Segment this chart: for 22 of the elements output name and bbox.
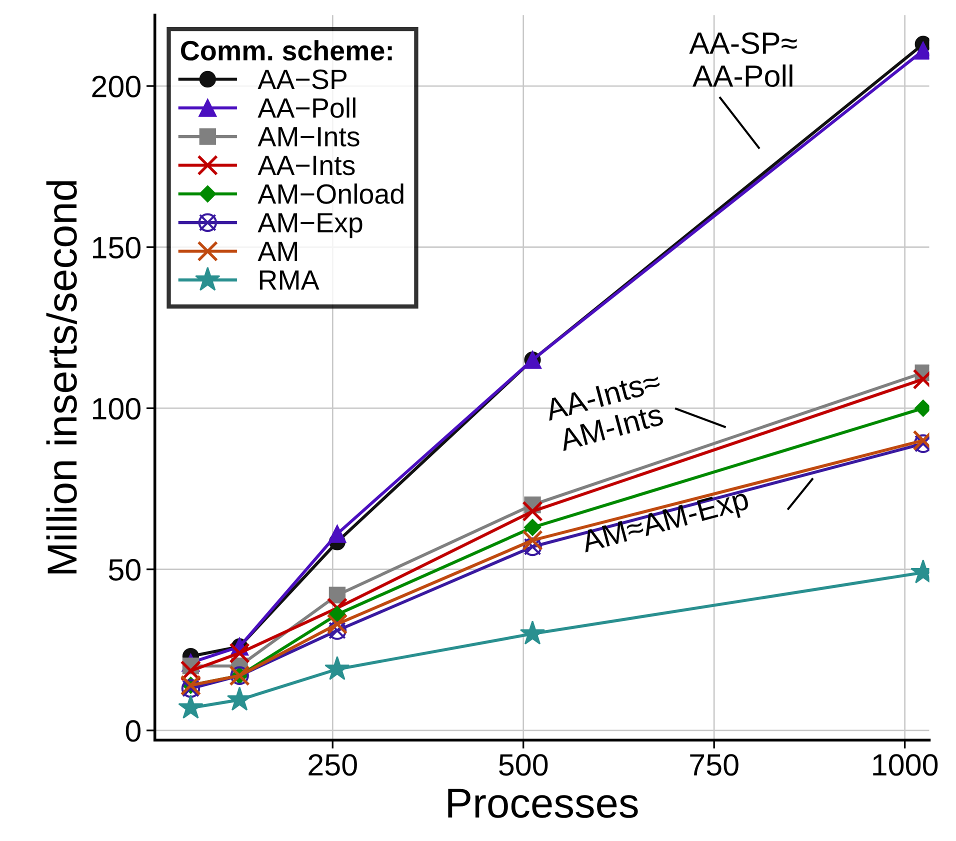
- legend-title: Comm. scheme:: [181, 40, 392, 61]
- legend-label: AM: [258, 242, 298, 261]
- y-tick-label: 150: [93, 236, 140, 258]
- x-axis-title: Processes: [448, 788, 638, 818]
- legend-label: AA−SP: [258, 70, 347, 90]
- y-tick-label: 0: [126, 720, 140, 742]
- legend-label: AM−Ints: [258, 127, 360, 147]
- x-tick-label: 250: [308, 754, 357, 776]
- y-tick-label: 100: [93, 398, 140, 420]
- y-tick-label: 200: [92, 76, 140, 98]
- x-tick-label: 1000: [873, 754, 938, 776]
- legend-label: RMA: [260, 270, 320, 290]
- legend-label: AA−Ints: [258, 156, 355, 176]
- legend-label: AA−Poll: [258, 97, 356, 118]
- x-tick-label: 750: [690, 754, 738, 776]
- annotation: AA-Ints≈ AM-Ints: [544, 370, 664, 452]
- legend-label: AM−Exp: [258, 213, 362, 238]
- legend-label: AM−Onload: [258, 183, 404, 204]
- y-tick-label: 50: [108, 559, 140, 581]
- y-axis-title: Million inserts/second: [46, 181, 77, 574]
- annotation: AA-SP≈ AA-Poll: [689, 32, 797, 87]
- x-tick-label: 500: [499, 754, 548, 776]
